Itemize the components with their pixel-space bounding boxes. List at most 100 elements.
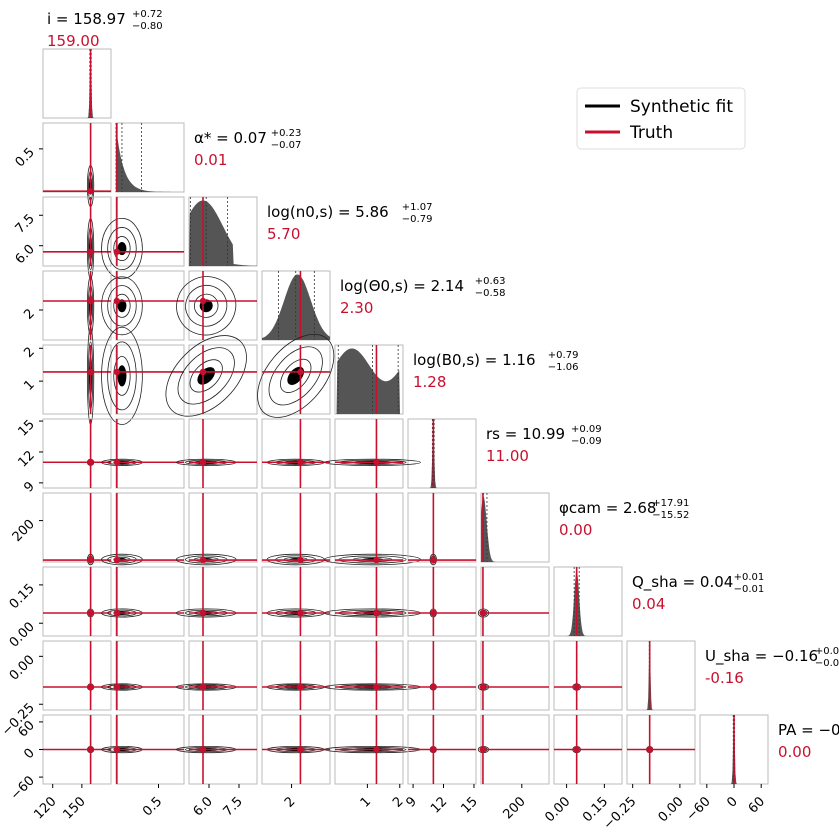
truth-point	[87, 368, 94, 376]
panel-frame	[188, 270, 258, 341]
contour-2	[113, 293, 131, 318]
panel-alpha_star-r_s	[101, 418, 185, 489]
xtick-label-i-1: 150	[61, 794, 89, 822]
truth-point	[87, 459, 94, 466]
param-err-minus-log_theta0s: −0.58	[475, 288, 506, 299]
param-title-Q_sha: Q_sha = 0.04	[632, 573, 733, 592]
truth-point	[646, 746, 653, 753]
panel-r_s-U_sha	[407, 640, 477, 711]
param-err-plus-i: +0.72	[132, 9, 163, 20]
param-err-minus-log_B0s: −1.06	[548, 362, 579, 373]
panel-frame	[188, 492, 258, 563]
contour-2	[193, 293, 219, 318]
hist-phi_cam	[481, 496, 549, 562]
param-err-plus-alpha_star: +0.23	[271, 128, 302, 139]
param-title-i: i = 158.97	[47, 10, 126, 28]
xtick-label-PA-1: 0	[724, 794, 740, 810]
panel-i-phi_cam	[42, 492, 112, 566]
panel-alpha_star-U_sha	[101, 640, 185, 711]
density-core	[117, 365, 127, 387]
contour-0	[101, 276, 143, 336]
truth-value-phi_cam: 0.00	[559, 521, 592, 539]
panel-frame	[188, 344, 258, 415]
panel-frame	[42, 196, 112, 267]
param-err-minus-r_s: −0.09	[571, 436, 602, 447]
truth-value-alpha_star: 0.01	[194, 151, 227, 169]
panel-frame	[480, 566, 550, 637]
xtick-label-U_sha-0: −0.25	[601, 794, 640, 833]
panel-frame	[188, 640, 258, 711]
panel-alpha_star-log_B0s	[101, 326, 185, 425]
panel-log_n0s-phi_cam	[175, 492, 258, 566]
panel-Q_sha-U_sha	[553, 640, 623, 711]
truth-point	[373, 556, 380, 564]
truth-point	[113, 368, 121, 376]
truth-point	[199, 609, 207, 617]
hist-r_s	[408, 426, 476, 488]
truth-point	[373, 459, 380, 466]
truth-point	[297, 368, 304, 376]
panel-frame	[115, 492, 185, 563]
truth-point	[87, 248, 94, 255]
truth-point	[87, 556, 94, 564]
param-title-U_sha: U_sha = −0.16	[705, 647, 818, 666]
panel-frame	[261, 566, 331, 637]
panel-log_B0s-U_sha	[324, 640, 421, 711]
truth-point	[199, 459, 207, 466]
ytick-label-phi_cam-0: 200	[10, 517, 38, 545]
truth-value-U_sha: -0.16	[705, 669, 744, 687]
panel-frame	[42, 344, 112, 415]
truth-value-log_theta0s: 2.30	[340, 299, 373, 317]
xtick-label-Q_sha-0: 0.00	[542, 794, 573, 825]
ytick-label-log_B0s-1: 2	[21, 345, 37, 361]
hist-frame-r_s	[407, 418, 477, 489]
truth-point	[199, 368, 207, 376]
legend-box	[576, 87, 746, 150]
panel-frame	[407, 566, 477, 637]
panel-phi_cam-PA	[477, 714, 550, 785]
panel-log_theta0s-phi_cam	[261, 492, 331, 566]
truth-point	[113, 683, 121, 691]
panel-alpha_star-Q_sha	[101, 566, 185, 637]
contour-2	[280, 358, 312, 393]
panel-Q_sha-PA	[553, 714, 623, 785]
truth-point	[573, 683, 580, 691]
density-core	[117, 299, 127, 313]
param-title-log_n0s: log(n0,s) = 5.86	[267, 203, 389, 221]
ytick-label-log_theta0s-0: 2	[21, 306, 37, 322]
truth-point	[373, 746, 380, 753]
hist-i	[43, 52, 111, 118]
truth-value-r_s: 11.00	[486, 447, 529, 465]
xtick-label-phi_cam-0: 200	[500, 794, 528, 822]
panel-log_theta0s-U_sha	[261, 640, 331, 711]
ytick-label-Q_sha-0: 0.00	[7, 619, 38, 650]
param-err-minus-alpha_star: −0.07	[271, 140, 302, 151]
panel-phi_cam-Q_sha	[477, 566, 550, 637]
panel-frame	[42, 640, 112, 711]
truth-value-Q_sha: 0.04	[632, 595, 665, 613]
panel-i-r_s	[42, 418, 112, 489]
truth-point	[573, 746, 580, 753]
ytick-label-log_n0s-0: 6.0	[13, 242, 38, 267]
truth-point	[87, 746, 94, 753]
panel-phi_cam-U_sha	[477, 640, 550, 711]
panel-frame	[42, 122, 112, 193]
panel-frame	[261, 640, 331, 711]
contour-0	[101, 326, 143, 425]
panel-r_s-phi_cam	[407, 492, 477, 566]
truth-point	[373, 609, 380, 617]
panel-alpha_star-phi_cam	[101, 492, 185, 566]
contour-0	[257, 333, 335, 418]
contour-1	[177, 347, 235, 405]
xtick-label-i-0: 120	[31, 794, 59, 822]
density-core	[199, 299, 213, 313]
hist-log_B0s	[335, 348, 403, 414]
panel-frame	[334, 492, 404, 563]
panel-log_B0s-phi_cam	[324, 492, 421, 566]
contour-1	[268, 346, 323, 406]
panel-frame	[261, 344, 331, 415]
contour-0	[176, 276, 237, 336]
panel-log_B0s-r_s	[324, 418, 421, 489]
param-err-minus-Q_sha: −0.01	[734, 584, 765, 595]
panel-frame	[115, 640, 185, 711]
